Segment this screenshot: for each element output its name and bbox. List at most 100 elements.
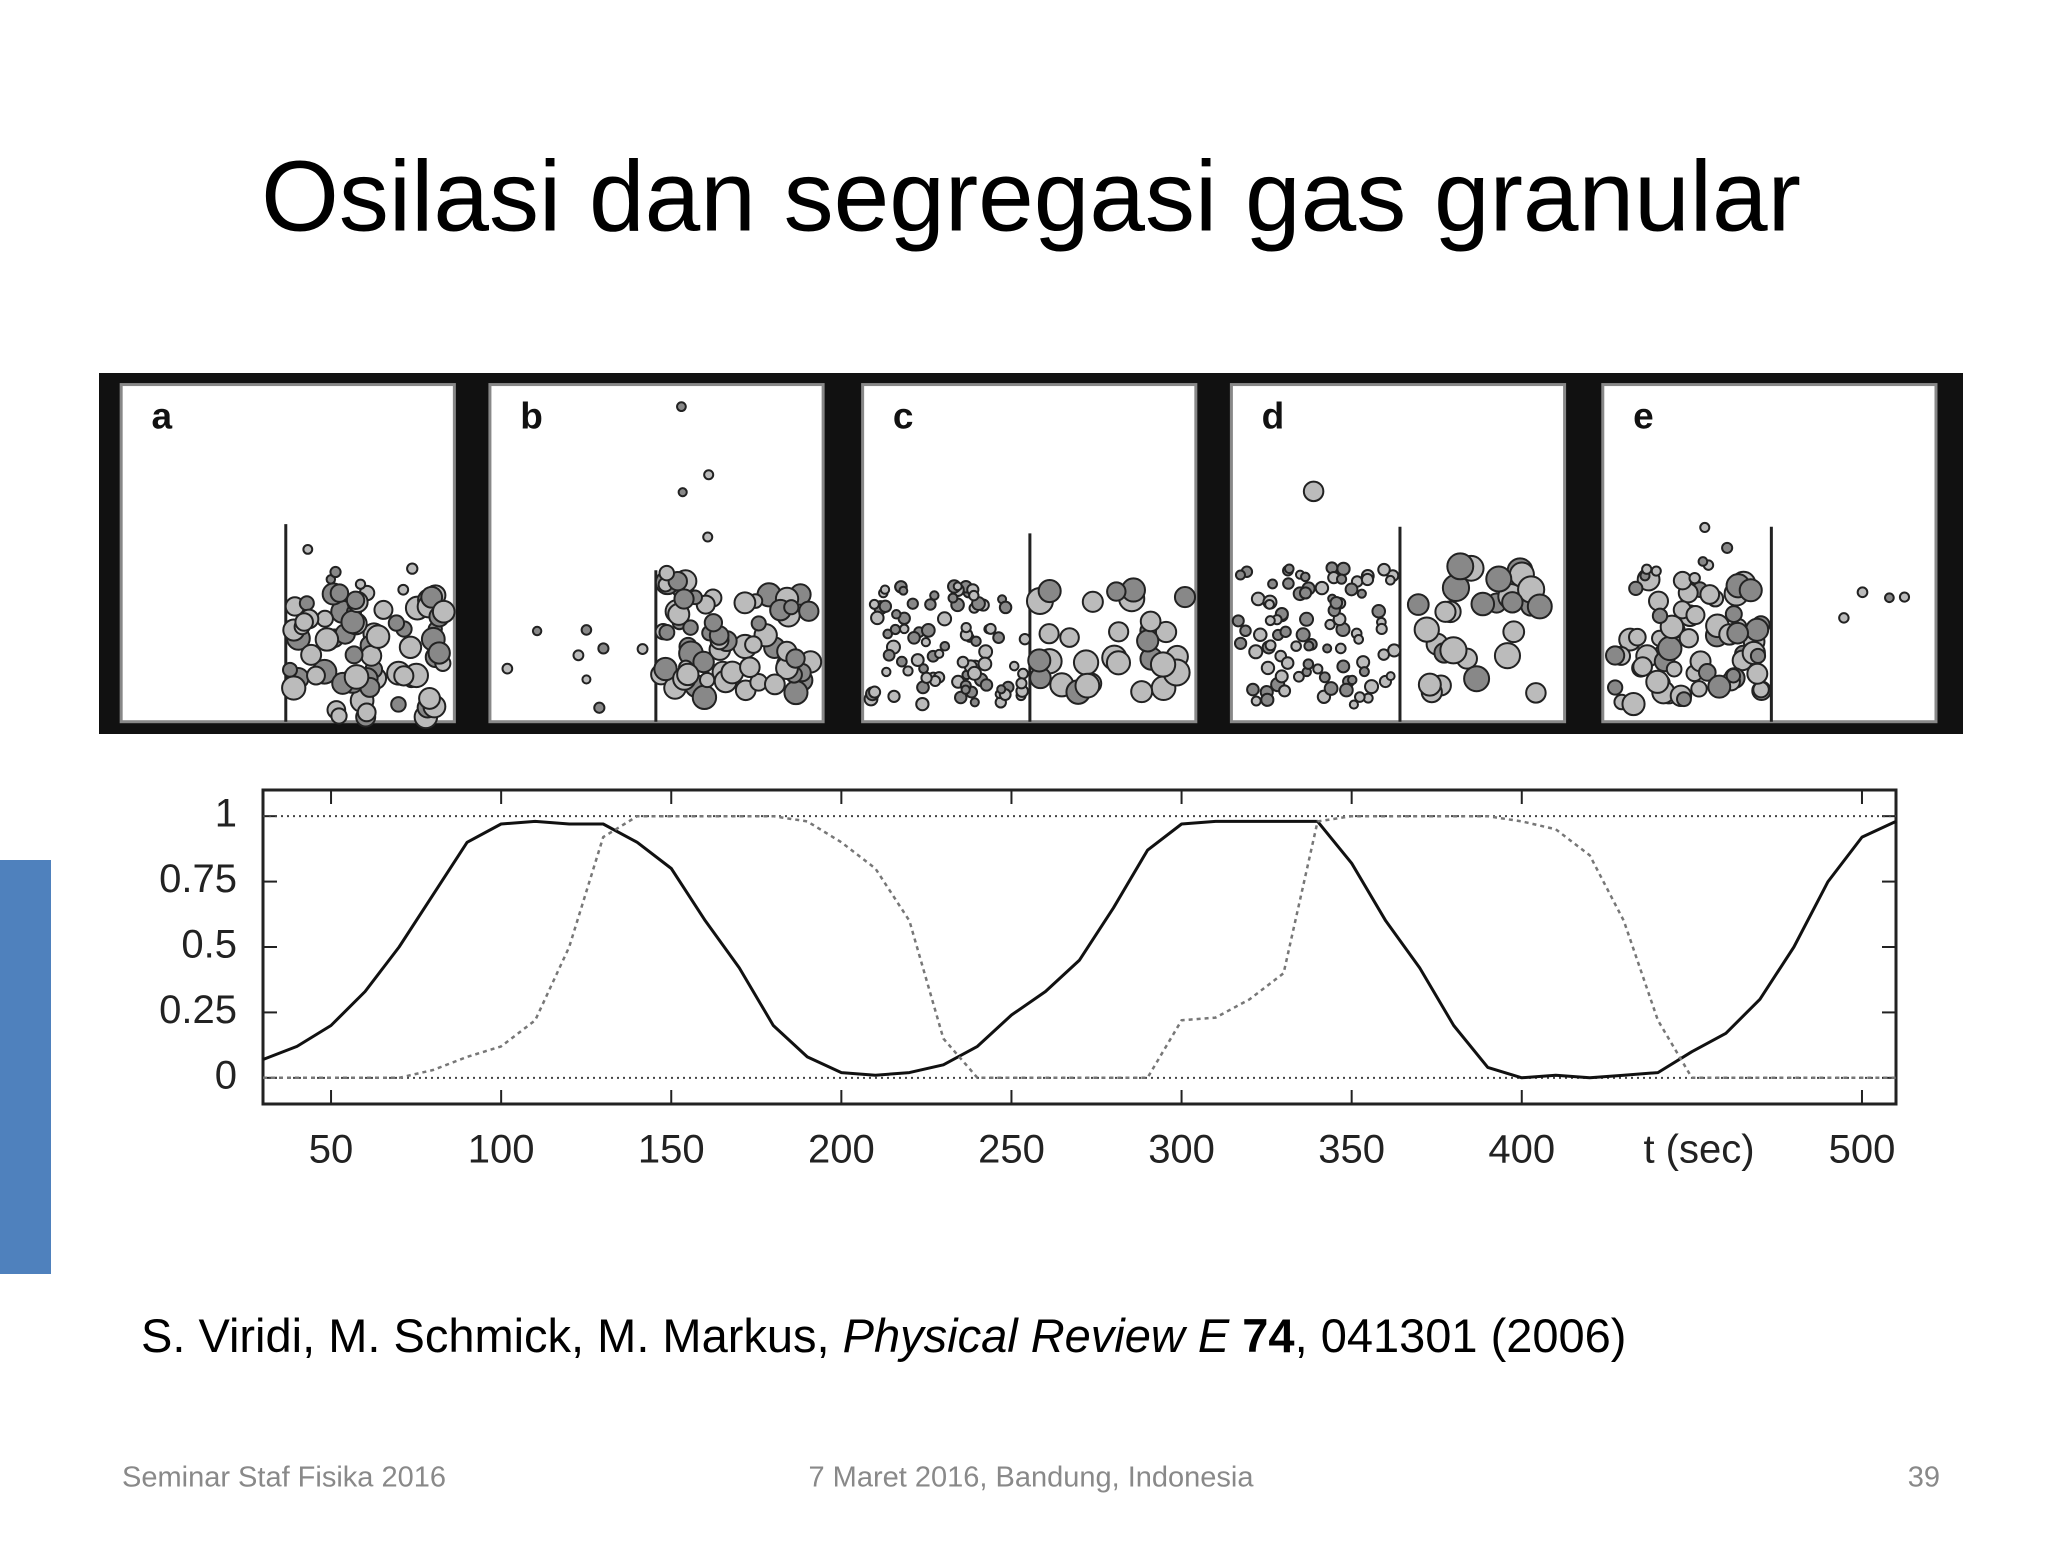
x-tick-label: 250: [978, 1128, 1045, 1172]
particle: [1329, 595, 1344, 610]
particle: [1898, 591, 1911, 603]
particle: [1260, 660, 1276, 676]
particle: [1339, 682, 1354, 698]
particle: [1322, 643, 1333, 654]
particle: [343, 664, 370, 690]
particle: [750, 615, 767, 632]
particle: [977, 656, 993, 672]
footer-center: 7 Maret 2016, Bandung, Indonesia: [809, 1462, 1255, 1494]
particle: [1493, 642, 1522, 670]
particle: [1323, 681, 1339, 696]
particle: [282, 661, 298, 678]
panel-label: a: [151, 396, 172, 437]
particle: [1336, 659, 1351, 674]
particle: [345, 590, 366, 610]
particle: [329, 565, 342, 579]
particle: [1302, 480, 1325, 503]
particle: [1081, 590, 1104, 613]
particle: [906, 597, 919, 610]
particle: [967, 665, 982, 681]
particle: [501, 662, 514, 675]
particle: [1672, 570, 1693, 591]
particle: [1690, 680, 1708, 698]
panel-label: d: [1262, 396, 1285, 437]
particle: [915, 696, 930, 712]
particle: [887, 689, 901, 703]
citation-authors: S. Viridi, M. Schmick, M. Markus,: [141, 1309, 830, 1362]
particle: [1264, 639, 1277, 652]
particle: [1283, 563, 1295, 575]
particle: [1074, 672, 1101, 699]
x-tick-label: 100: [468, 1128, 535, 1172]
particle: [785, 648, 806, 669]
particle: [703, 469, 715, 481]
particle: [387, 614, 406, 632]
particle: [1298, 586, 1313, 600]
particle: [921, 623, 936, 638]
citation-volume: 74: [1242, 1309, 1294, 1362]
particle: [1641, 563, 1653, 575]
particle: [1017, 667, 1029, 680]
particle: [1628, 627, 1647, 647]
particle: [960, 621, 972, 634]
particle: [1027, 648, 1052, 673]
particle: [1318, 671, 1331, 684]
particle: [340, 609, 365, 635]
particle: [968, 589, 980, 602]
particle: [1485, 565, 1513, 593]
particle: [934, 648, 945, 659]
particle: [1358, 666, 1370, 678]
particle: [924, 598, 937, 611]
particle: [673, 588, 695, 610]
particle: [1312, 663, 1324, 675]
particle: [1360, 572, 1375, 587]
particle: [1746, 662, 1769, 685]
panel-label: c: [893, 396, 914, 437]
particle: [1375, 622, 1388, 636]
panel-label: e: [1633, 396, 1654, 437]
particle: [733, 591, 757, 615]
particle: [431, 599, 456, 624]
particle: [1248, 644, 1264, 660]
particle: [315, 609, 334, 628]
particle: [1525, 682, 1547, 704]
particle: [1385, 671, 1396, 682]
accent-bar: [0, 860, 51, 1274]
particle: [1264, 615, 1276, 627]
particle: [691, 684, 718, 711]
particle: [306, 665, 326, 686]
particle: [294, 612, 314, 632]
particle: [1108, 621, 1130, 643]
particle: [1697, 663, 1717, 682]
particle: [1371, 603, 1387, 619]
particle: [302, 543, 314, 555]
particle: [870, 610, 885, 626]
particle: [1105, 650, 1132, 676]
particle: [1645, 669, 1670, 694]
particle: [1377, 562, 1391, 577]
particle: [597, 642, 610, 655]
particle: [373, 599, 394, 620]
footer-page: 39: [1908, 1462, 1940, 1494]
particle: [1231, 614, 1245, 628]
particle: [898, 585, 909, 596]
particle: [996, 684, 1007, 695]
particle: [1173, 586, 1197, 609]
particle: [920, 637, 931, 648]
x-tick-label: 200: [808, 1128, 875, 1172]
particle: [360, 644, 383, 667]
particle: [1233, 636, 1248, 650]
x-axis-label: t (sec): [1643, 1128, 1754, 1172]
particle: [979, 678, 994, 692]
particle: [1697, 556, 1709, 567]
particle: [676, 662, 700, 687]
particle: [1685, 605, 1706, 626]
particle: [879, 584, 891, 595]
particle: [1136, 629, 1160, 653]
particle: [1334, 642, 1347, 655]
particle: [1348, 699, 1359, 710]
particle: [1665, 660, 1683, 678]
particle: [398, 635, 423, 659]
particle: [956, 655, 970, 669]
particle: [1239, 624, 1252, 638]
